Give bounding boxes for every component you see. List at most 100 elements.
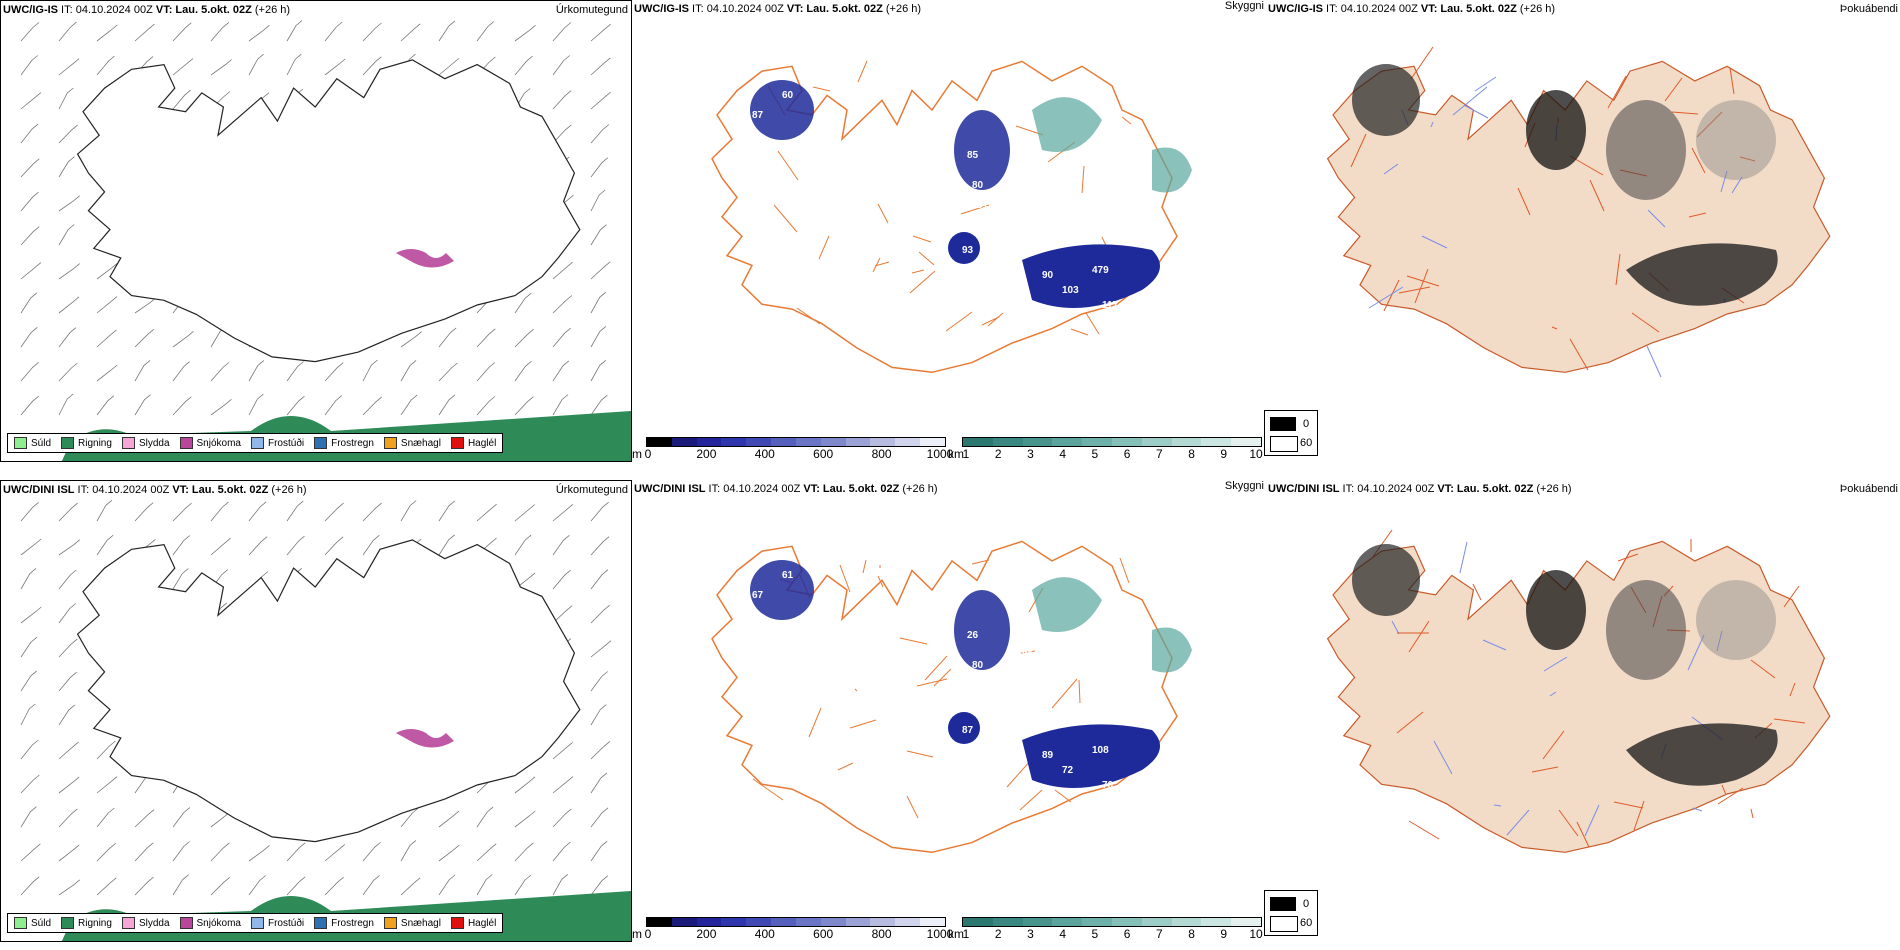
cloud-base-value: 90 [1042,270,1054,281]
colorbar-tick: 6 [1123,447,1131,461]
colorbar-swatch [1082,438,1112,446]
colorbar-tick: 4 [1059,927,1066,941]
visibility_bar-colorbar: 1 2 3 4 5 6 7 8 9 10 km [948,917,1263,941]
colorbar-tick: 800 [871,927,892,941]
lead-time: (+26 h) [268,484,307,496]
legend-label: Súld [31,437,52,449]
cloud-panel-title: Skyggni [1224,480,1264,492]
fog-legend-bottom: 60 [1300,437,1313,449]
legend-item: Rigning [61,917,112,929]
colorbar-swatch [870,438,896,446]
colorbar-tick: 200 [696,447,717,461]
legend-label: Frostregn [331,437,374,449]
legend-item: Snjókoma [179,917,241,929]
cloud-base-value: 85 [967,150,979,161]
cloud-base-value: 26 [967,630,979,641]
legend-label: Slydda [138,437,170,449]
fog-panel-title: Þokuábendi [1839,483,1898,495]
legend-item: Slydda [121,437,170,449]
colorbar-tick: 8 [1188,927,1195,941]
colorbar-swatch [845,438,871,446]
fog-legend-black [1270,417,1296,431]
legend-label: Snjókoma [196,437,241,449]
colorbar-swatch [795,438,821,446]
colorbar-swatch [647,918,672,926]
legend-label: Snæhagl [400,437,441,449]
colorbar-tick: 4 [1059,447,1066,461]
legend-item: Haglél [450,917,496,929]
init-time: IT: 04.10.2024 00Z [1339,483,1438,495]
fog-legend-black [1270,897,1296,911]
fog-map-canvas [1326,529,1831,853]
colorbar-unit: km [948,447,964,461]
colorbar-tick: 9 [1220,927,1228,941]
colorbar-tick: 3 [1027,927,1034,941]
fog-indicator-map: Þokuábendi [1266,0,1900,462]
colorbar-swatches [646,437,946,447]
colorbar-tick: 600 [813,927,834,941]
legend-label: Frostúði [267,917,305,929]
model-name: UWC/IG-IS [1268,3,1323,15]
colorbar-swatch [746,918,772,926]
colorbar-swatch [1052,438,1083,446]
panel-header: UWC/DINI ISL IT: 04.10.2024 00Z VT: Lau.… [3,484,307,496]
colorbar-tick: 400 [754,447,775,461]
legend-item: Frostregn [314,437,374,449]
precip-map-canvas [20,20,631,461]
fog-legend-top: 0 [1303,898,1310,910]
cloud-base-value: 86 [1012,680,1024,691]
cloud-base-value: 103 [1062,285,1079,296]
lead-time: (+26 h) [251,4,291,16]
init-time: IT: 04.10.2024 00Z [74,484,173,496]
colorbar-tick: 3 [1027,447,1034,461]
cloud-base-value: 98 [1152,760,1164,771]
colorbar-swatch [1141,918,1172,926]
colorbar-tick: 2 [994,447,1002,461]
init-time: IT: 04.10.2024 00Z [58,4,156,16]
colorbar-swatch [1231,918,1261,926]
colorbar-tick: 7 [1155,927,1163,941]
cloudbase_bar-colorbar: 0 200 400 600 800 1000 m [632,437,953,461]
colorbar-swatch [1171,438,1202,446]
cloud-base-value: 112 [1102,215,1119,226]
colorbar-swatch [671,438,697,446]
model-name: UWC/IG-IS [3,4,58,16]
cloud-base-value: 16 [1022,170,1034,181]
lead-time: (+26 h) [882,3,922,15]
colorbar-swatch [870,918,896,926]
legend-label: Frostregn [331,917,374,929]
colorbar-tick: 200 [696,927,717,941]
valid-time: VT: Lau. 5.okt. 02Z [1420,3,1517,15]
precip-type-map: UWC/IG-IS IT: 04.10.2024 00Z VT: Lau. 5.… [0,0,632,462]
legend-swatch [121,437,135,449]
colorbar-swatch [992,438,1023,446]
fog-legend-bottom: 60 [1300,917,1313,929]
legend-swatch [14,437,27,449]
colorbar-tick: 5 [1091,927,1099,941]
precip-map-canvas [20,499,631,941]
colorbar-tick: 2 [994,927,1002,941]
colorbar-swatch [696,918,722,926]
fog-legend-white [1270,916,1298,932]
colorbar-swatches [962,437,1262,447]
colorbar-tick: 1 [962,447,970,461]
legend-swatch [250,437,264,449]
colorbar-swatch [647,438,672,446]
legend-swatch [383,437,397,449]
lead-time: (+26 h) [1516,3,1556,15]
lead-time: (+26 h) [899,483,938,495]
legend-label: Haglél [467,437,497,449]
colorbar-ticks: 1 2 3 4 5 6 7 8 9 10 [962,927,1263,941]
colorbar-swatch [1171,918,1202,926]
fog-map-canvas [1326,46,1831,378]
legend-swatch [450,917,464,929]
fog-legend-white [1270,436,1298,452]
legend-label: Snjókoma [196,917,241,929]
colorbar-tick: 10 [1249,447,1263,461]
legend-item: Snæhagl [383,917,441,929]
colorbar-tick: 800 [871,447,892,461]
colorbar-swatches [962,917,1262,927]
fog-panel-title: Þokuábendi [1839,3,1898,15]
colorbar-tick: 1000 [926,447,954,461]
legend-item: Snjókoma [179,437,241,449]
